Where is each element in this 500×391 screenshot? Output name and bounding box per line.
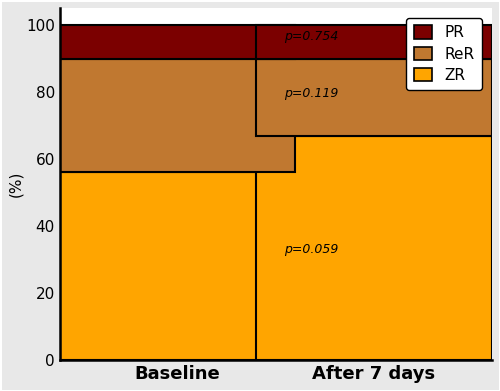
Bar bbox=[256, 59, 492, 136]
Text: p=0.119: p=0.119 bbox=[284, 87, 338, 100]
Bar bbox=[256, 136, 492, 360]
Bar bbox=[60, 25, 296, 59]
Bar bbox=[60, 59, 296, 172]
Bar bbox=[60, 172, 296, 360]
Bar bbox=[256, 25, 492, 59]
Text: p=0.059: p=0.059 bbox=[284, 243, 338, 256]
Y-axis label: (%): (%) bbox=[8, 171, 24, 197]
Legend: PR, ReR, ZR: PR, ReR, ZR bbox=[406, 18, 482, 90]
Text: p=0.754: p=0.754 bbox=[284, 30, 338, 43]
